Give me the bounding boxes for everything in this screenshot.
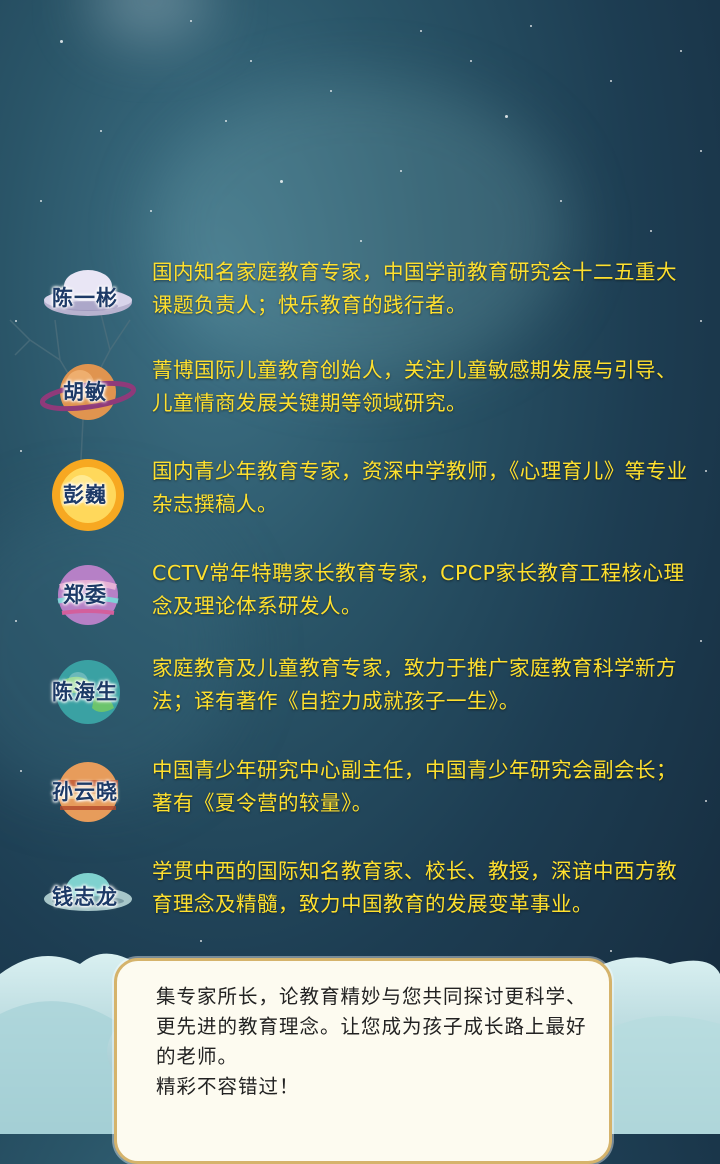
expert-name: 胡敏: [63, 380, 107, 404]
ringed-planet-icon: 胡敏: [40, 354, 136, 434]
night-sky-background: [0, 0, 707, 952]
expert-row: 郑委 CCTV常年特聘家长教育专家，CPCP家长教育工程核心理念及理论体系研发人。: [0, 557, 720, 637]
star-dot: [200, 940, 202, 942]
jupiter-planet-icon: 孙云晓: [40, 754, 130, 834]
star-dot: [190, 20, 192, 22]
note-text: 集专家所长，论教育精妙与您共同探讨更科学、更先进的教育理念。让您成为孩子成长路上…: [156, 985, 587, 1098]
expert-row: 彭巍 国内青少年教育专家，资深中学教师，《心理育儿》等专业杂志撰稿人。: [0, 455, 720, 535]
star-dot: [610, 950, 612, 952]
star-dot: [700, 640, 702, 642]
star-dot: [40, 200, 42, 202]
star-dot: [100, 130, 102, 132]
star-dot: [15, 320, 17, 322]
star-dot: [650, 230, 652, 232]
star-dot: [280, 180, 283, 183]
star-dot: [150, 210, 152, 212]
purple-planet-icon: 郑委: [40, 557, 130, 637]
expert-name: 陈海生: [52, 680, 118, 704]
star-dot: [20, 450, 22, 452]
expert-row: 胡敏 菁博国际儿童教育创始人，关注儿童敏感期发展与引导、儿童情商发展关键期等领域研…: [0, 354, 720, 434]
expert-description: 国内知名家庭教育专家，中国学前教育研究会十二五重大课题负责人；快乐教育的践行者。: [152, 260, 677, 317]
star-dot: [60, 40, 63, 43]
star-dot: [15, 620, 17, 622]
note-card: [114, 958, 612, 1164]
expert-name: 彭巍: [63, 483, 107, 507]
star-dot: [705, 470, 707, 472]
expert-description: 家庭教育及儿童教育专家，致力于推广家庭教育科学新方法；译有著作《自控力成就孩子一…: [152, 656, 677, 713]
star-dot: [20, 770, 22, 772]
star-dot: [470, 60, 472, 62]
expert-description: 国内青少年教育专家，资深中学教师，《心理育儿》等专业杂志撰稿人。: [152, 459, 688, 516]
sun-icon: 彭巍: [40, 455, 130, 535]
spaceship-icon: 钱志龙: [40, 855, 132, 935]
star-dot: [225, 120, 227, 122]
earth-planet-icon: 陈海生: [40, 652, 130, 732]
star-dot: [400, 170, 402, 172]
expert-row: 陈一彬 国内知名家庭教育专家，中国学前教育研究会十二五重大课题负责人；快乐教育的践…: [0, 256, 720, 336]
star-dot: [610, 80, 612, 82]
expert-row: 孙云晓 中国青少年研究中心副主任，中国青少年研究会副会长；著有《夏令营的较量》。: [0, 754, 720, 834]
star-dot: [530, 25, 532, 27]
ufo-saucer-icon: 陈一彬: [40, 256, 132, 336]
expert-name: 陈一彬: [52, 286, 118, 310]
expert-description: 菁博国际儿童教育创始人，关注儿童敏感期发展与引导、儿童情商发展关键期等领域研究。: [152, 358, 677, 415]
expert-description: 中国青少年研究中心副主任，中国青少年研究会副会长；著有《夏令营的较量》。: [152, 758, 677, 815]
expert-description: CCTV常年特聘家长教育专家，CPCP家长教育工程核心理念及理论体系研发人。: [152, 561, 685, 618]
expert-row: 陈海生 家庭教育及儿童教育专家，致力于推广家庭教育科学新方法；译有著作《自控力成就…: [0, 652, 720, 732]
star-dot: [560, 200, 562, 202]
star-dot: [330, 90, 332, 92]
star-dot: [705, 800, 707, 802]
star-dot: [700, 320, 702, 322]
star-dot: [250, 60, 252, 62]
star-dot: [680, 50, 682, 52]
star-dot: [360, 240, 362, 242]
star-dot: [700, 150, 702, 152]
star-dot: [505, 115, 508, 118]
expert-name: 钱志龙: [52, 885, 118, 909]
expert-name: 郑委: [63, 583, 107, 607]
star-dot: [420, 30, 422, 32]
nebula-glow: [0, 500, 240, 800]
nebula-glow: [150, 80, 570, 380]
moon-glow: [90, 0, 210, 40]
expert-name: 孙云晓: [52, 780, 118, 804]
expert-description: 学贯中西的国际知名教育家、校长、教授，深谙中西方教育理念及精髓，致力中国教育的发…: [152, 859, 677, 916]
expert-row: 钱志龙 学贯中西的国际知名教育家、校长、教授，深谙中西方教育理念及精髓，致力中国教…: [0, 855, 720, 935]
